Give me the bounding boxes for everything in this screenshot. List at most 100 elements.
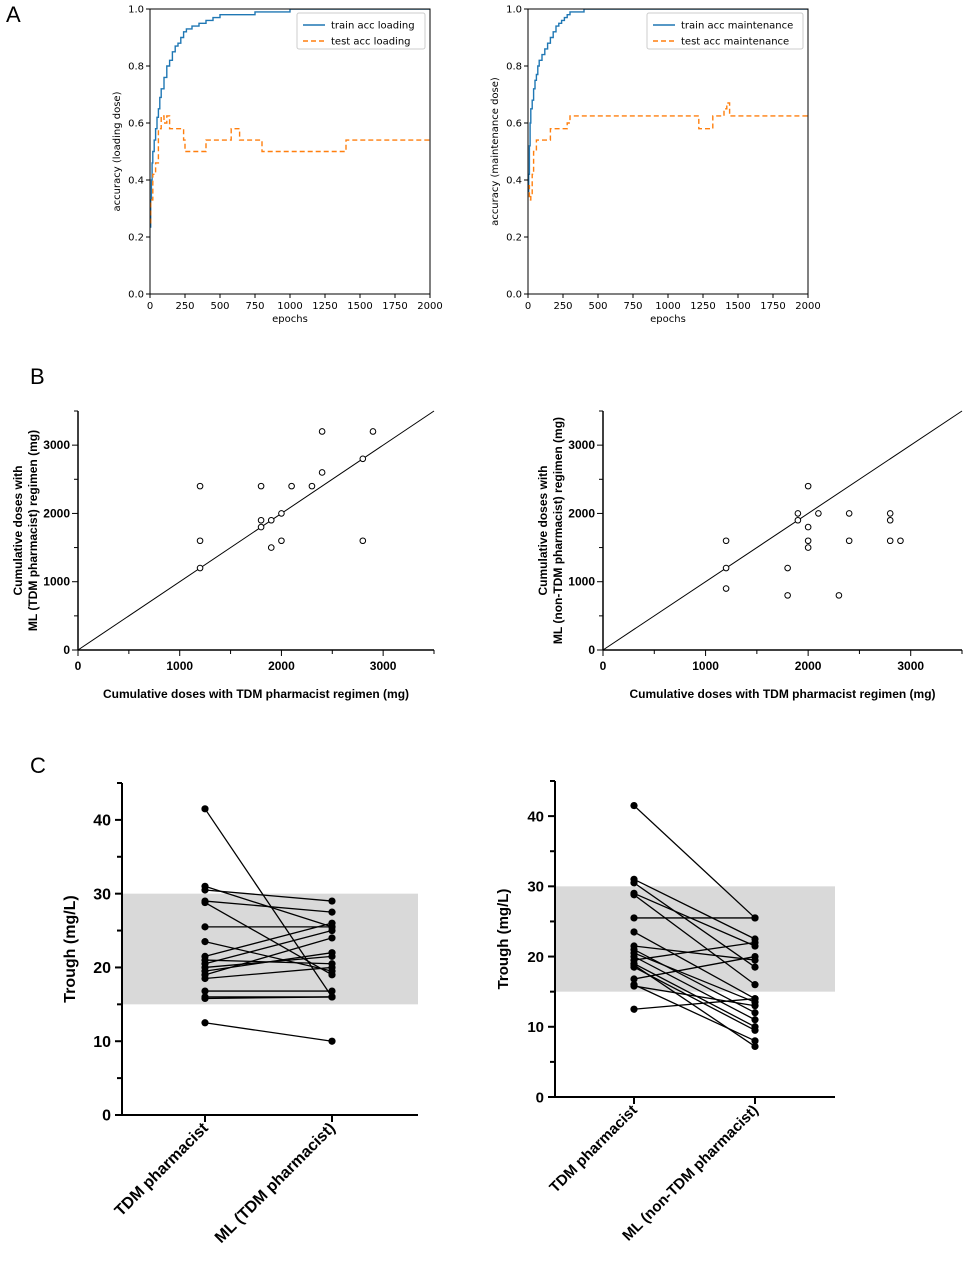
data-point — [257, 482, 265, 490]
data-point — [278, 537, 285, 545]
data-point — [196, 564, 204, 572]
data-point — [722, 564, 730, 572]
data-point — [196, 482, 204, 490]
data-point — [794, 516, 802, 524]
legend-label: test acc loading — [331, 37, 411, 48]
x-tick-label: 1000 — [692, 659, 719, 673]
x-tick-label: 250 — [553, 301, 572, 312]
data-point — [318, 469, 326, 476]
data-point-before — [630, 879, 638, 887]
pair-line — [204, 929, 333, 965]
x-tick-label: 0 — [147, 301, 153, 312]
data-point — [897, 537, 904, 545]
y-tick-label: 40 — [93, 812, 111, 829]
plot-frame — [149, 8, 431, 295]
data-point-after — [751, 952, 759, 961]
series-line-1 — [150, 9, 430, 228]
panel-label-b: B — [30, 364, 45, 389]
data-point — [267, 516, 275, 524]
data-point-before — [630, 914, 638, 922]
series-line-1 — [528, 9, 808, 193]
x-tick-label: 2000 — [795, 659, 822, 673]
pair-line — [204, 996, 333, 1000]
data-point-after — [751, 938, 759, 947]
x-category-label: TDM pharmacist — [112, 1119, 213, 1220]
y-tick-label: 0 — [588, 643, 595, 657]
y-tick-label: 3000 — [568, 438, 595, 452]
y-axis-label-line: ML (non-TDM pharmacist) regimen (mg) — [551, 417, 565, 644]
y-tick-label: 2000 — [568, 506, 595, 520]
data-point — [288, 482, 295, 490]
target-range-band — [555, 886, 835, 992]
data-point — [784, 564, 791, 572]
data-point-before — [201, 923, 209, 931]
data-point-after — [328, 963, 336, 972]
data-point — [369, 428, 377, 435]
pair-line — [633, 984, 756, 1042]
y-tick-label: 10 — [527, 1019, 544, 1036]
pair-line — [633, 892, 756, 947]
chart-cumulative-non-tdm: 0 1000 2000 3000 0 1000 2000 3000 Cumulative dos… — [536, 410, 963, 701]
pair-line — [633, 955, 756, 980]
y-tick-label: 3000 — [43, 438, 70, 452]
data-point — [722, 537, 730, 545]
legend-label: train acc maintenance — [681, 21, 793, 32]
x-tick-label: 0 — [525, 301, 531, 312]
y-tick-label: 0.4 — [506, 176, 522, 187]
x-tick-label: 1000 — [277, 301, 302, 312]
pair-line — [633, 941, 756, 961]
x-tick-label: 1250 — [690, 301, 715, 312]
data-point-after — [328, 897, 336, 905]
x-tick-label: 0 — [75, 659, 82, 673]
data-point-after — [328, 1037, 336, 1045]
y-tick-label: 0 — [63, 643, 70, 657]
pair-line — [204, 966, 333, 980]
identity-line — [77, 410, 435, 651]
pair-line — [633, 966, 756, 1031]
data-point — [804, 523, 812, 531]
x-tick-label: 2000 — [268, 659, 295, 673]
x-axis-label: Cumulative doses with TDM pharmacist reg… — [629, 687, 935, 701]
data-point — [359, 455, 367, 463]
data-point — [278, 510, 285, 517]
x-tick-label: 1500 — [725, 301, 750, 312]
pair-line — [204, 937, 333, 976]
y-tick-label: 0.0 — [506, 290, 522, 301]
y-tick-label: 0.2 — [506, 233, 522, 244]
pair-line — [633, 964, 756, 1047]
pair-line — [204, 900, 333, 913]
data-point — [845, 510, 853, 517]
plot-frame — [527, 8, 809, 295]
x-tick-label: 1000 — [166, 659, 193, 673]
y-tick-label: 40 — [527, 808, 544, 825]
pair-line — [633, 882, 756, 968]
y-tick-label: 30 — [527, 879, 544, 896]
y-axis-label-line: Cumulative doses with — [536, 465, 550, 595]
y-tick-label: 1000 — [43, 575, 70, 589]
x-tick-label: 1500 — [347, 301, 372, 312]
y-tick-label: 0.2 — [128, 233, 144, 244]
data-point-after — [328, 934, 336, 942]
data-point-before — [630, 961, 638, 969]
data-point-after — [328, 926, 336, 935]
data-point-after — [751, 995, 759, 1003]
data-point-before — [630, 975, 638, 983]
data-point-before — [201, 987, 209, 995]
y-tick-label: 0 — [536, 1089, 544, 1106]
chart-trough-tdm: 0 10 20 30 40 TDM pharmacist ML (TDM pharmacis… — [62, 782, 418, 1247]
data-point-after — [328, 919, 336, 927]
data-point-after — [751, 914, 759, 922]
data-point-before — [630, 1005, 638, 1013]
pair-line — [633, 985, 756, 1007]
data-point-before — [630, 891, 638, 899]
pair-line — [633, 955, 756, 1021]
data-point — [257, 516, 265, 524]
y-tick-label: 0.8 — [128, 62, 144, 73]
data-point — [318, 428, 326, 435]
data-point-after — [751, 1037, 759, 1045]
y-axis-label: accuracy (maintenance dose) — [490, 77, 501, 226]
legend-box — [296, 12, 426, 50]
y-tick-label: 1000 — [568, 575, 595, 589]
data-point — [784, 592, 791, 599]
